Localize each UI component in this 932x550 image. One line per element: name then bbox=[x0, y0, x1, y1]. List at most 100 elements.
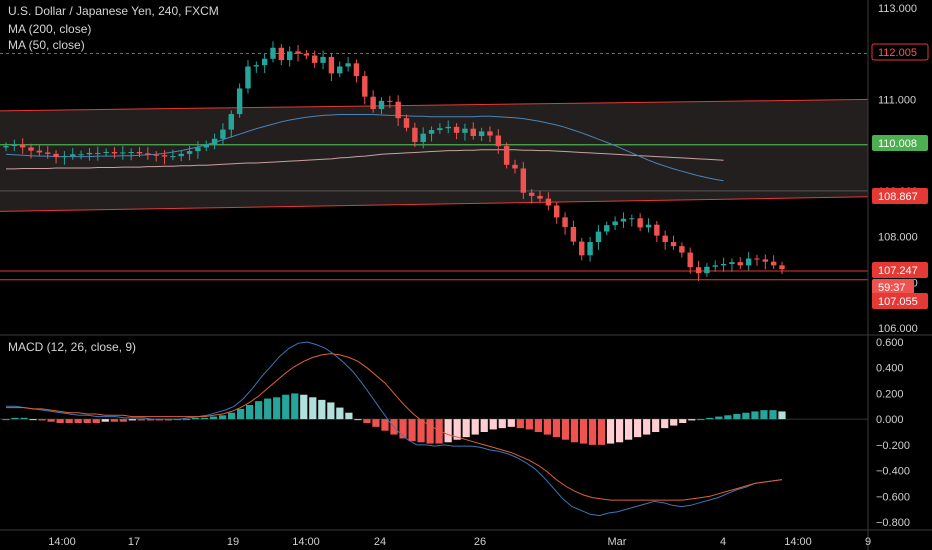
macd-histogram-bar bbox=[399, 419, 407, 439]
candle-body bbox=[170, 156, 176, 158]
candle-body bbox=[779, 265, 785, 270]
macd-histogram-bar bbox=[236, 408, 245, 420]
candle-body bbox=[153, 154, 159, 156]
candle-body bbox=[604, 225, 610, 232]
candle-body bbox=[687, 252, 693, 268]
macd-histogram-bar bbox=[119, 419, 127, 422]
candle-body bbox=[120, 152, 126, 154]
time-tick-label: 17 bbox=[128, 536, 140, 548]
horizontal-lines bbox=[0, 52, 868, 281]
time-tick-label: 14:00 bbox=[784, 536, 812, 548]
candle-body bbox=[28, 147, 34, 151]
candle-body bbox=[770, 261, 777, 266]
candle-body bbox=[553, 205, 560, 218]
candle-body bbox=[478, 131, 485, 136]
ma50-legend[interactable]: MA (50, close) bbox=[8, 38, 85, 52]
candle-body bbox=[45, 152, 51, 154]
price-tag-label: 107.247 bbox=[878, 265, 918, 277]
macd-histogram-bar bbox=[255, 401, 263, 420]
candle-body bbox=[3, 146, 9, 148]
candle-body bbox=[245, 66, 251, 89]
macd-histogram-bar bbox=[480, 419, 488, 432]
candle-body bbox=[161, 155, 168, 157]
macd-histogram-bar bbox=[606, 419, 615, 444]
candlesticks bbox=[3, 41, 785, 281]
macd-histogram-bar bbox=[769, 410, 777, 420]
candle-body bbox=[487, 131, 493, 136]
candle-body bbox=[453, 126, 460, 133]
macd-histogram-bar bbox=[462, 419, 470, 438]
candle-body bbox=[211, 138, 218, 145]
candle-body bbox=[286, 51, 293, 61]
macd-histogram-bar bbox=[345, 412, 353, 420]
price-tags: 112.005 110.008 108.867 107.247 59:37 107.055 bbox=[871, 43, 929, 309]
macd-histogram-bar bbox=[570, 419, 579, 443]
candle-body bbox=[395, 101, 401, 119]
macd-legend[interactable]: MACD (12, 26, close, 9) bbox=[8, 340, 137, 354]
candle-body bbox=[303, 53, 310, 56]
candle-body bbox=[637, 218, 643, 228]
candle-body bbox=[61, 156, 68, 158]
macd-histogram-bar bbox=[751, 411, 759, 420]
candle-body bbox=[704, 266, 710, 274]
macd-histogram-bar bbox=[291, 393, 299, 420]
candle-body bbox=[670, 242, 677, 247]
price-tag-label: 108.867 bbox=[878, 191, 918, 203]
candle-body bbox=[370, 96, 376, 110]
macd-histogram-bar bbox=[643, 419, 651, 435]
macd-histogram-bar bbox=[209, 416, 218, 420]
macd-histogram-bar bbox=[282, 394, 290, 420]
macd-histogram-bar bbox=[363, 419, 371, 423]
macd-tick-label: −0.600 bbox=[876, 491, 910, 503]
macd-tick-label: 0.200 bbox=[876, 388, 904, 400]
candle-body bbox=[11, 144, 18, 147]
candle-body bbox=[95, 152, 101, 154]
macd-tick-label: −0.400 bbox=[876, 466, 910, 478]
time-tick-label: 24 bbox=[374, 536, 386, 548]
candle-body bbox=[178, 153, 184, 157]
time-tick-label: 9 bbox=[865, 536, 871, 548]
macd-histogram-bar bbox=[615, 419, 624, 443]
channel-upper-line bbox=[0, 98, 869, 112]
candle-body bbox=[19, 144, 26, 148]
macd-histogram-bar bbox=[697, 419, 705, 421]
macd-histogram-bar bbox=[20, 417, 28, 420]
candle-body bbox=[103, 152, 109, 153]
candle-body bbox=[679, 246, 685, 253]
candle-body bbox=[195, 147, 201, 152]
candle-body bbox=[503, 146, 510, 165]
candle-body bbox=[612, 221, 618, 226]
macd-histogram-bar bbox=[191, 417, 200, 420]
macd-histogram-bar bbox=[652, 419, 660, 432]
macd-histogram-bar bbox=[101, 419, 109, 422]
macd-histogram-bar bbox=[706, 417, 714, 420]
candle-body bbox=[70, 154, 76, 157]
macd-tick-label: 0.000 bbox=[876, 414, 904, 426]
macd-histogram-bar bbox=[56, 419, 64, 423]
macd-histogram-bar bbox=[760, 410, 768, 420]
candle-body bbox=[186, 151, 193, 154]
macd-histogram-bar bbox=[381, 419, 389, 431]
macd-histogram-bar bbox=[300, 394, 308, 420]
candle-body bbox=[36, 150, 43, 153]
candle-body bbox=[353, 63, 360, 77]
candle-body bbox=[537, 195, 543, 199]
channel-lower-line bbox=[0, 196, 869, 212]
candle-body bbox=[662, 235, 668, 243]
macd-histogram-bar bbox=[336, 407, 344, 420]
time-tick-label: 14:00 bbox=[292, 536, 320, 548]
macd-histogram-bar bbox=[65, 419, 73, 423]
macd-histogram-bar bbox=[742, 412, 750, 420]
macd-histogram-bar bbox=[2, 419, 10, 421]
macd-histogram-bar bbox=[246, 405, 254, 420]
macd-histogram-bar bbox=[354, 419, 362, 421]
macd-histogram-bar bbox=[92, 419, 100, 423]
candle-body bbox=[387, 100, 393, 102]
candle-body bbox=[270, 47, 276, 59]
macd-tick-label: −0.200 bbox=[876, 440, 910, 452]
candle-body bbox=[762, 259, 769, 262]
candle-body bbox=[745, 258, 752, 266]
candle-body bbox=[111, 152, 118, 154]
ma200-legend[interactable]: MA (200, close) bbox=[8, 22, 92, 36]
